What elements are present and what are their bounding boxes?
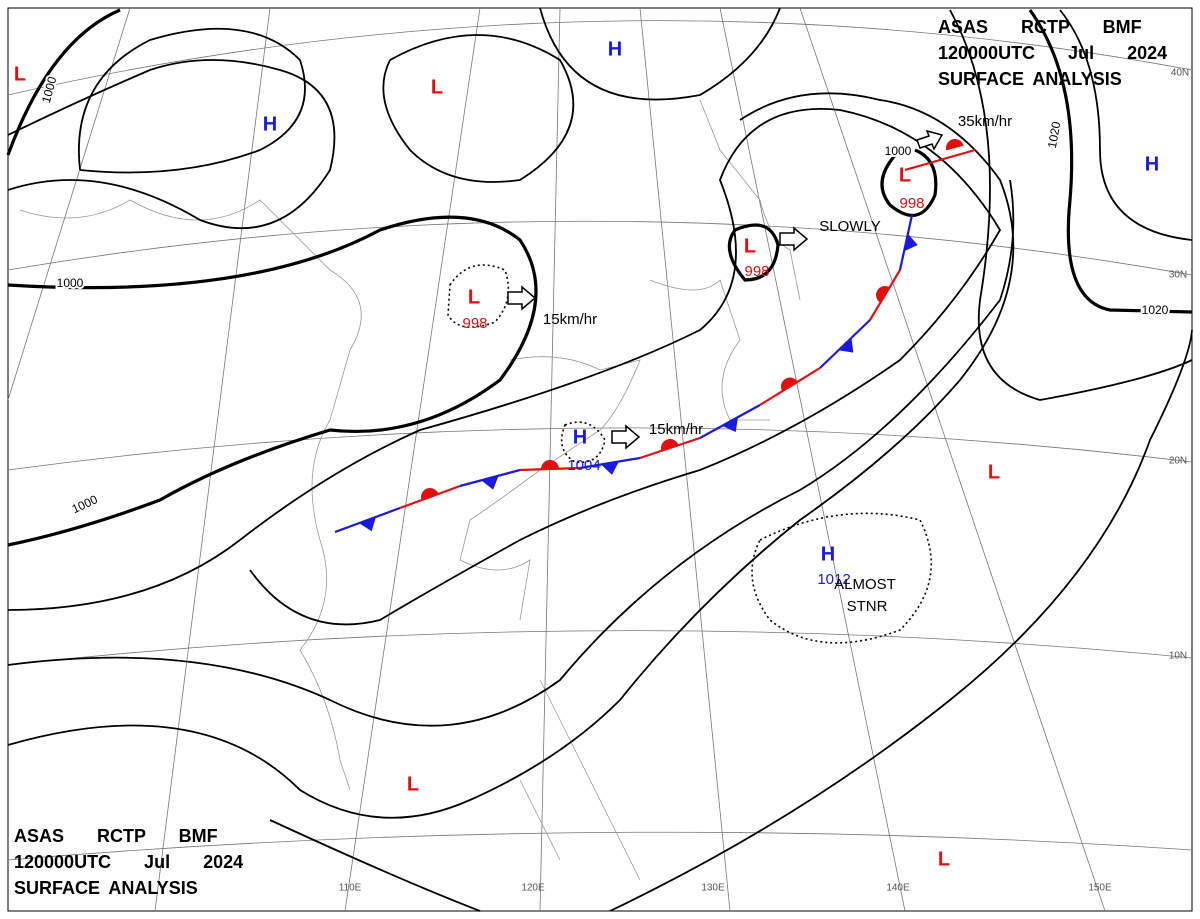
cold-front-triangle — [359, 516, 376, 532]
cold-front-triangle — [601, 461, 619, 475]
pressure-center-symbol: H — [1145, 153, 1159, 175]
map-frame — [7, 7, 1193, 912]
warm-front-semicircle — [541, 460, 559, 470]
longitude-label: 140E — [886, 883, 910, 894]
central-pressure: 1004 — [567, 457, 600, 474]
footer-line: SURFACE ANALYSIS — [14, 878, 198, 898]
cold-front-triangle — [904, 233, 918, 252]
longitude-label: 150E — [1088, 883, 1112, 894]
pressure-center-symbol: H — [821, 543, 835, 565]
motion-arrows — [507, 129, 944, 450]
pressure-center-symbol: L — [407, 773, 419, 795]
footer-line: 120000UTC Jul 2024 — [14, 852, 243, 872]
warm-front-semicircle — [946, 139, 964, 151]
pressure-center-symbol: L — [938, 848, 950, 870]
pressure-center-symbol: H — [608, 38, 622, 60]
isobar-label: 1000 — [57, 276, 84, 290]
warm-front-semicircle — [876, 286, 890, 303]
central-pressure: 998 — [462, 315, 487, 332]
pressure-center-symbol: L — [899, 164, 911, 186]
motion-label: ALMOST — [834, 576, 896, 593]
coastlines — [19, 99, 801, 881]
latitude-label: 30N — [1169, 270, 1187, 281]
warm-front-semicircle — [781, 377, 798, 392]
central-pressure: 998 — [899, 195, 924, 212]
cold-front-triangle — [722, 417, 738, 433]
latitude-label: 10N — [1169, 651, 1187, 662]
longitude-label: 130E — [701, 883, 725, 894]
header-line: SURFACE ANALYSIS — [938, 69, 1122, 89]
header-line: 120000UTC Jul 2024 — [938, 43, 1167, 63]
isobars — [6, 7, 1193, 912]
cold-front-triangle — [838, 337, 854, 353]
motion-label: SLOWLY — [819, 218, 880, 235]
pressure-center-symbol: L — [14, 63, 26, 85]
pressure-center-symbol: L — [468, 286, 480, 308]
front-segment — [904, 148, 976, 172]
pressure-center-symbol: H — [573, 426, 587, 448]
isobar-label: 1000 — [885, 144, 912, 158]
motion-label: 15km/hr — [649, 421, 703, 438]
motion-label: STNR — [847, 598, 888, 615]
pressure-center-symbol: L — [431, 76, 443, 98]
pressure-center-symbol: L — [988, 461, 1000, 483]
warm-front-semicircle — [421, 488, 439, 501]
longitude-label: 120E — [521, 883, 545, 894]
latitude-label: 20N — [1169, 456, 1187, 467]
pressure-center-symbol: H — [263, 113, 277, 135]
latitude-label: 40N — [1171, 68, 1189, 79]
central-pressure: 1012 — [817, 571, 850, 588]
isobar-label: 1020 — [1142, 303, 1169, 317]
cold-front-triangle — [481, 475, 499, 490]
isobar-label: 1020 — [1045, 120, 1063, 149]
header-line: ASAS RCTP BMF — [938, 17, 1142, 37]
motion-label: 35km/hr — [958, 113, 1012, 130]
longitude-label: 110E — [339, 883, 362, 894]
footer-line: ASAS RCTP BMF — [14, 826, 218, 846]
stationary-front — [334, 214, 918, 534]
warm-front-semicircle — [661, 439, 679, 451]
central-pressure: 998 — [744, 263, 769, 280]
pressure-center-symbol: L — [744, 235, 756, 257]
motion-label: 15km/hr — [543, 311, 597, 328]
